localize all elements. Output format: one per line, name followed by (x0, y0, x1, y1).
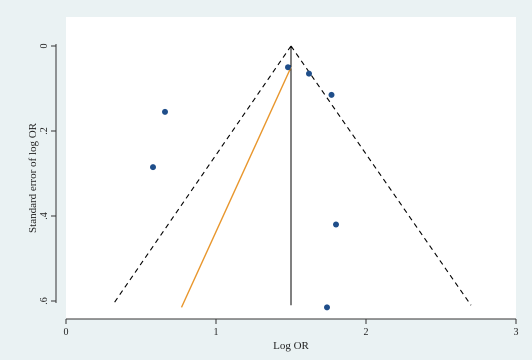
x-tick-label: 3 (514, 327, 519, 338)
y-tick-label: .6 (39, 297, 50, 305)
regression-line (180, 66, 292, 308)
y-tick-label: 0 (39, 44, 50, 49)
x-tick-label: 2 (364, 327, 369, 338)
data-point (306, 70, 312, 77)
data-point (328, 91, 335, 98)
data-point (162, 108, 168, 115)
data-point (333, 221, 339, 228)
x-tick-label: 0 (64, 327, 69, 338)
y-tick-label: .2 (39, 127, 50, 135)
data-point (150, 164, 156, 171)
x-tick-label: 1 (214, 327, 219, 338)
y-axis-title: Standard error of log OR (27, 122, 39, 233)
data-point (285, 64, 291, 71)
funnel-right-limit (290, 45, 472, 306)
data-point (324, 304, 330, 311)
x-axis-title: Log OR (273, 340, 309, 352)
y-tick-label: .4 (39, 212, 50, 220)
funnel-left-limit (112, 45, 292, 306)
